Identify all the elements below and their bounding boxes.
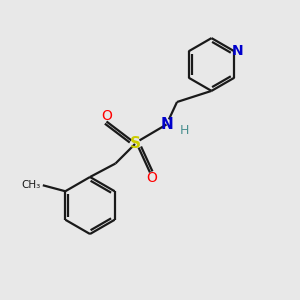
Text: O: O (101, 109, 112, 123)
Text: O: O (146, 171, 157, 185)
Text: H: H (180, 124, 189, 137)
Text: N: N (232, 44, 244, 58)
Text: N: N (160, 117, 173, 132)
Text: CH₃: CH₃ (21, 180, 40, 190)
Text: S: S (130, 136, 140, 152)
